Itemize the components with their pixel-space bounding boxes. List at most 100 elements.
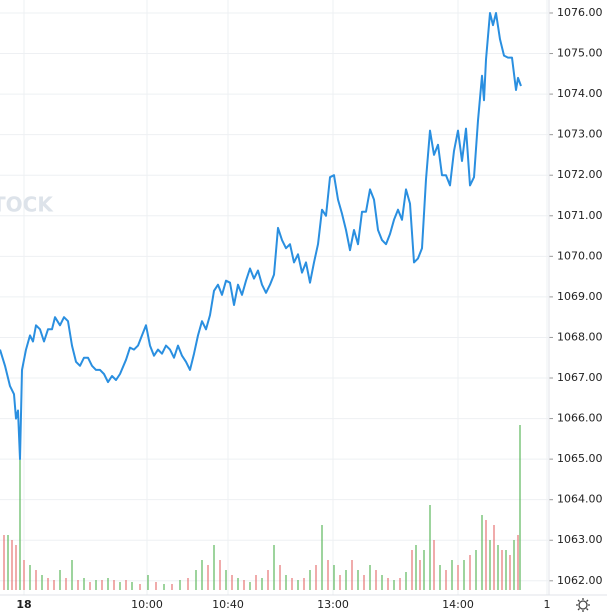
volume-bar: [53, 580, 55, 590]
volume-bar: [147, 575, 149, 590]
volume-bar: [445, 570, 447, 590]
volume-bar: [273, 545, 275, 590]
volume-bar: [513, 540, 515, 590]
x-tick-label: 10:00: [131, 598, 163, 611]
volume-bar: [481, 515, 483, 590]
y-tick-label: 1065.00: [557, 452, 603, 465]
y-tick-label: 1072.00: [557, 168, 603, 181]
y-tick-label: 1068.00: [557, 330, 603, 343]
volume-bar: [65, 578, 67, 590]
volume-bar: [469, 555, 471, 590]
volume-bar: [249, 582, 251, 590]
volume-bar: [463, 560, 465, 590]
volume-bar: [187, 578, 189, 590]
y-tick-label: 1069.00: [557, 290, 603, 303]
y-tick-label: 1075.00: [557, 47, 603, 60]
volume-bar: [207, 565, 209, 590]
volume-bar: [35, 570, 37, 590]
volume-bar: [125, 580, 127, 590]
volume-bar: [381, 575, 383, 590]
y-tick-label: 1064.00: [557, 493, 603, 506]
volume-bar: [213, 545, 215, 590]
volume-bar: [23, 560, 25, 590]
y-tick-label: 1074.00: [557, 87, 603, 100]
volume-bar: [369, 565, 371, 590]
volume-bar: [509, 555, 511, 590]
volume-bar: [47, 578, 49, 590]
plot: [0, 12, 522, 461]
volume-bar: [139, 584, 141, 590]
volume: [3, 425, 521, 590]
volume-bar: [297, 580, 299, 590]
volume-bar: [475, 550, 477, 590]
volume-bar: [71, 560, 73, 590]
volume-bar: [411, 550, 413, 590]
volume-bar: [415, 545, 417, 590]
y-tick-label: 1067.00: [557, 371, 603, 384]
y-tick-label: 1071.00: [557, 209, 603, 222]
volume-bar: [519, 425, 521, 590]
volume-bar: [489, 540, 491, 590]
volume-bar: [315, 565, 317, 590]
x-tick-label: 10:40: [212, 598, 244, 611]
volume-bar: [363, 575, 365, 590]
volume-bar: [201, 560, 203, 590]
volume-bar: [113, 580, 115, 590]
volume-bar: [439, 565, 441, 590]
y-tick-label: 1076.00: [557, 6, 603, 19]
volume-bar: [101, 580, 103, 590]
volume-bar: [179, 580, 181, 590]
volume-bar: [119, 582, 121, 590]
volume-bar: [345, 570, 347, 590]
y-tick-label: 1073.00: [557, 128, 603, 141]
volume-bar: [375, 570, 377, 590]
volume-bar: [405, 572, 407, 590]
volume-bar: [351, 560, 353, 590]
volume-bar: [95, 580, 97, 590]
volume-bar: [171, 584, 173, 590]
x-tick-label: 13:00: [317, 598, 349, 611]
volume-bar: [267, 570, 269, 590]
volume-bar: [41, 575, 43, 590]
volume-bar: [387, 578, 389, 590]
volume-bar: [457, 565, 459, 590]
volume-bar: [333, 565, 335, 590]
volume-bar: [309, 570, 311, 590]
volume-bar: [357, 570, 359, 590]
watermark: TOCK: [0, 193, 54, 217]
volume-bar: [423, 550, 425, 590]
volume-bar: [7, 535, 9, 590]
volume-bar: [321, 525, 323, 590]
volume-bar: [493, 525, 495, 590]
volume-bar: [163, 584, 165, 590]
x-tick-label: 14:00: [442, 598, 474, 611]
volume-bar: [77, 580, 79, 590]
volume-bar: [339, 575, 341, 590]
volume-bar: [195, 570, 197, 590]
grid: [0, 0, 548, 595]
volume-bar: [29, 565, 31, 590]
volume-bar: [225, 570, 227, 590]
volume-bar: [155, 582, 157, 590]
volume-bar: [255, 575, 257, 590]
volume-bar: [433, 540, 435, 590]
volume-bar: [419, 560, 421, 590]
volume-bar: [279, 565, 281, 590]
volume-bar: [107, 578, 109, 590]
volume-bar: [11, 540, 13, 590]
volume-bar: [505, 550, 507, 590]
volume-bar: [303, 578, 305, 590]
volume-bar: [291, 578, 293, 590]
settings-icon[interactable]: [576, 598, 590, 612]
volume-bar: [261, 578, 263, 590]
volume-bar: [501, 550, 503, 590]
volume-bar: [89, 582, 91, 590]
volume-bar: [231, 575, 233, 590]
volume-bar: [131, 582, 133, 590]
volume-bar: [19, 450, 21, 590]
volume-bar: [83, 578, 85, 590]
x-tick-label: 18: [16, 598, 31, 611]
